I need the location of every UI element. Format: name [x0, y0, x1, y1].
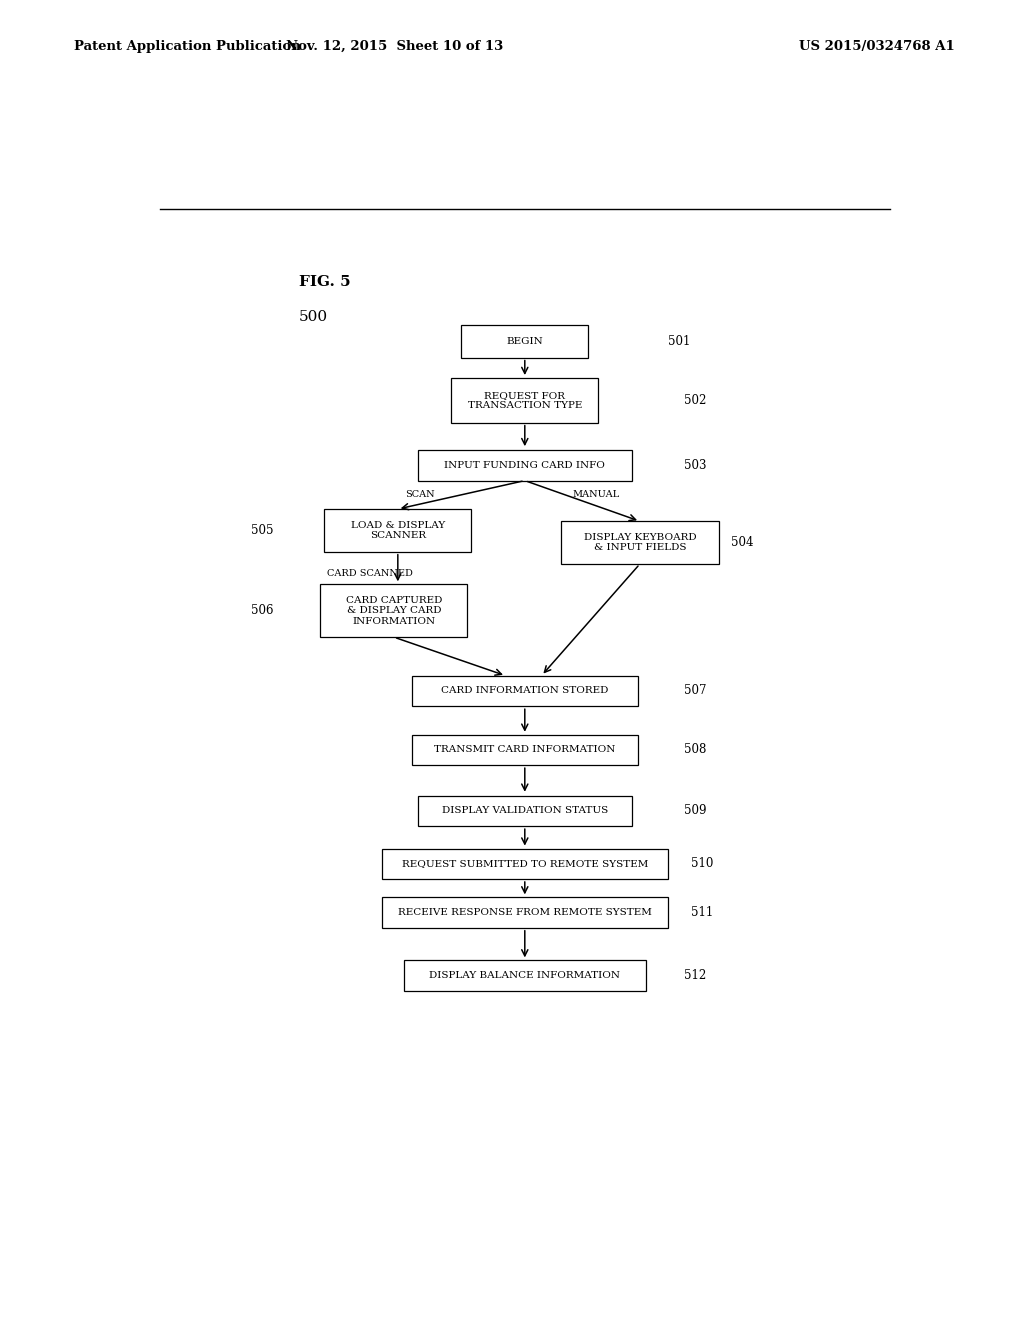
Text: CARD CAPTURED
& DISPLAY CARD
INFORMATION: CARD CAPTURED & DISPLAY CARD INFORMATION: [346, 595, 442, 626]
Text: 510: 510: [691, 857, 714, 870]
Text: INPUT FUNDING CARD INFO: INPUT FUNDING CARD INFO: [444, 461, 605, 470]
FancyBboxPatch shape: [403, 961, 646, 991]
Text: 501: 501: [668, 335, 690, 348]
Text: 508: 508: [684, 743, 706, 756]
Text: DISPLAY KEYBOARD
& INPUT FIELDS: DISPLAY KEYBOARD & INPUT FIELDS: [584, 533, 696, 552]
Text: 505: 505: [251, 524, 273, 537]
Text: SCAN: SCAN: [406, 490, 435, 499]
Text: 511: 511: [691, 906, 714, 919]
FancyBboxPatch shape: [418, 450, 632, 480]
Text: 503: 503: [684, 459, 706, 471]
FancyBboxPatch shape: [412, 735, 638, 766]
Text: 512: 512: [684, 969, 706, 982]
Text: 507: 507: [684, 685, 706, 697]
Text: Patent Application Publication: Patent Application Publication: [74, 40, 300, 53]
FancyBboxPatch shape: [325, 510, 471, 552]
FancyBboxPatch shape: [412, 676, 638, 706]
FancyBboxPatch shape: [461, 325, 588, 358]
Text: TRANSMIT CARD INFORMATION: TRANSMIT CARD INFORMATION: [434, 746, 615, 755]
Text: REQUEST FOR
TRANSACTION TYPE: REQUEST FOR TRANSACTION TYPE: [468, 391, 582, 411]
Text: 502: 502: [684, 393, 706, 407]
Text: MANUAL: MANUAL: [572, 490, 620, 499]
Text: LOAD & DISPLAY
SCANNER: LOAD & DISPLAY SCANNER: [350, 520, 445, 540]
FancyBboxPatch shape: [560, 521, 719, 564]
Text: REQUEST SUBMITTED TO REMOTE SYSTEM: REQUEST SUBMITTED TO REMOTE SYSTEM: [401, 859, 648, 869]
FancyBboxPatch shape: [382, 898, 668, 928]
Text: CARD INFORMATION STORED: CARD INFORMATION STORED: [441, 686, 608, 696]
Text: BEGIN: BEGIN: [507, 337, 543, 346]
FancyBboxPatch shape: [418, 796, 632, 826]
FancyBboxPatch shape: [452, 378, 598, 422]
Text: US 2015/0324768 A1: US 2015/0324768 A1: [799, 40, 954, 53]
Text: Nov. 12, 2015  Sheet 10 of 13: Nov. 12, 2015 Sheet 10 of 13: [286, 40, 503, 53]
Text: RECEIVE RESPONSE FROM REMOTE SYSTEM: RECEIVE RESPONSE FROM REMOTE SYSTEM: [398, 908, 651, 917]
Text: FIG. 5: FIG. 5: [299, 276, 350, 289]
Text: DISPLAY BALANCE INFORMATION: DISPLAY BALANCE INFORMATION: [429, 972, 621, 979]
Text: CARD SCANNED: CARD SCANNED: [327, 569, 413, 578]
FancyBboxPatch shape: [382, 849, 668, 879]
Text: 500: 500: [299, 310, 328, 323]
Text: DISPLAY VALIDATION STATUS: DISPLAY VALIDATION STATUS: [441, 807, 608, 816]
Text: 509: 509: [684, 804, 706, 817]
Text: 506: 506: [251, 605, 273, 618]
FancyBboxPatch shape: [321, 585, 467, 638]
Text: 504: 504: [731, 536, 754, 549]
